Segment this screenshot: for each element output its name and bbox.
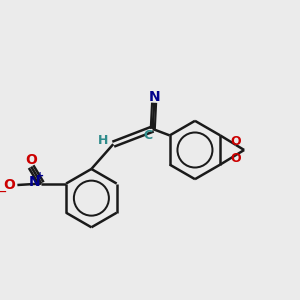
Text: C: C xyxy=(143,129,152,142)
Text: O: O xyxy=(25,153,37,167)
Text: +: + xyxy=(36,171,44,181)
Text: O: O xyxy=(4,178,16,192)
Text: H: H xyxy=(98,134,108,147)
Text: −: − xyxy=(0,186,8,197)
Text: N: N xyxy=(148,90,160,104)
Text: O: O xyxy=(230,152,241,165)
Text: N: N xyxy=(29,175,41,189)
Text: O: O xyxy=(230,135,241,148)
